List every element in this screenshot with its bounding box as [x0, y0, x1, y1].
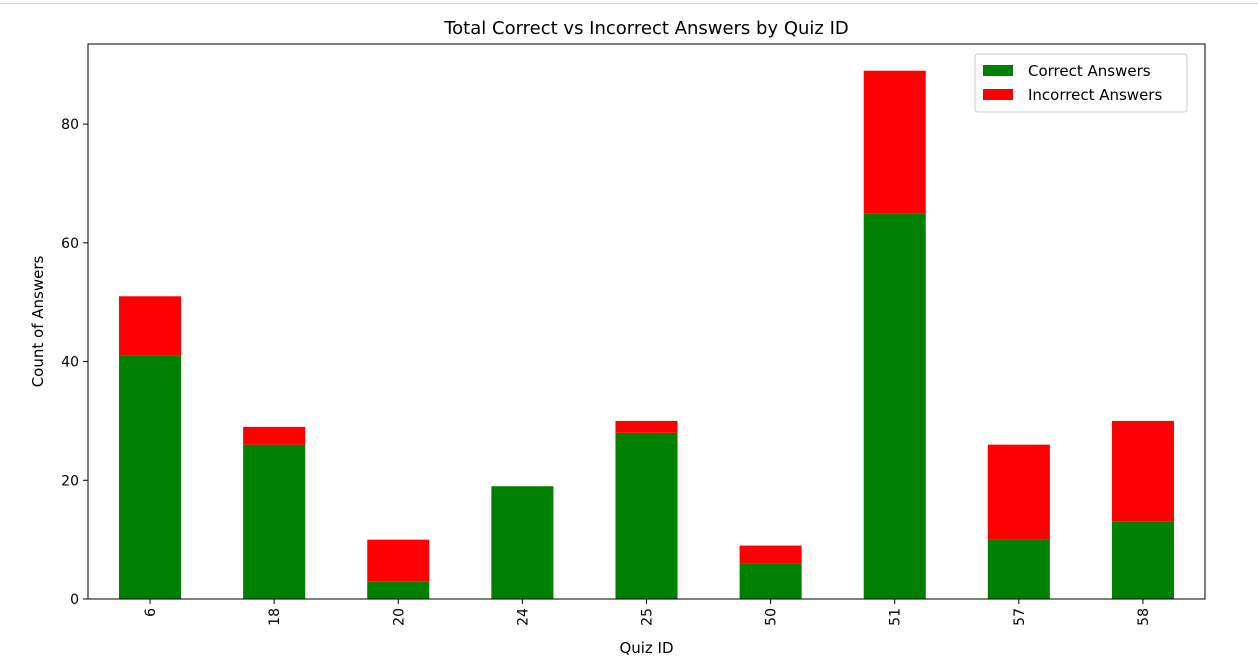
bar-incorrect-quiz-18 [243, 426, 306, 445]
bar-incorrect-quiz-51 [863, 70, 926, 214]
x-tick-label: 58 [1136, 608, 1152, 626]
bar-correct-quiz-6 [119, 355, 182, 599]
notebook-output-divider [0, 0, 1258, 4]
bar-correct-quiz-50 [739, 563, 802, 599]
bar-correct-quiz-51 [863, 213, 926, 599]
bar-correct-quiz-57 [987, 539, 1050, 599]
x-tick-label: 24 [515, 608, 531, 626]
bar-incorrect-quiz-20 [367, 539, 430, 582]
legend-label: Incorrect Answers [1028, 86, 1162, 104]
y-tick-label: 40 [61, 355, 79, 371]
chart-title: Total Correct vs Incorrect Answers by Qu… [443, 18, 849, 39]
y-tick-label: 0 [70, 592, 79, 608]
bar-incorrect-quiz-50 [739, 545, 802, 564]
x-tick-label: 20 [391, 608, 407, 626]
bar-correct-quiz-25 [615, 432, 678, 599]
x-tick-label: 18 [267, 608, 283, 626]
legend-swatch [983, 65, 1013, 76]
bar-incorrect-quiz-58 [1111, 420, 1174, 522]
x-tick-label: 25 [640, 608, 656, 626]
x-tick-label: 51 [888, 608, 904, 626]
x-axis-label: Quiz ID [619, 639, 673, 657]
y-axis-label: Count of Answers [29, 256, 47, 388]
y-tick-label: 80 [61, 117, 79, 133]
y-axis: 0 20 40 60 80 [61, 117, 88, 608]
x-axis: 6 18 20 24 25 50 51 57 58 [143, 599, 1152, 626]
x-tick-label: 6 [143, 608, 159, 617]
bar-correct-quiz-18 [243, 444, 306, 599]
legend-swatch [983, 89, 1013, 100]
x-tick-label: 57 [1012, 608, 1028, 626]
bar-incorrect-quiz-6 [119, 296, 182, 356]
bar-correct-quiz-20 [367, 581, 430, 599]
bar-incorrect-quiz-57 [987, 444, 1050, 540]
bar-correct-quiz-58 [1111, 521, 1174, 599]
legend-box [974, 53, 1188, 113]
legend: Correct Answers Incorrect Answers [974, 53, 1188, 113]
bar-correct-quiz-24 [491, 486, 554, 599]
y-tick-label: 60 [61, 236, 79, 252]
legend-label: Correct Answers [1028, 62, 1151, 80]
y-tick-label: 20 [61, 473, 79, 489]
bars-group [119, 70, 1174, 599]
x-tick-label: 50 [764, 608, 780, 626]
bar-incorrect-quiz-25 [615, 420, 678, 433]
